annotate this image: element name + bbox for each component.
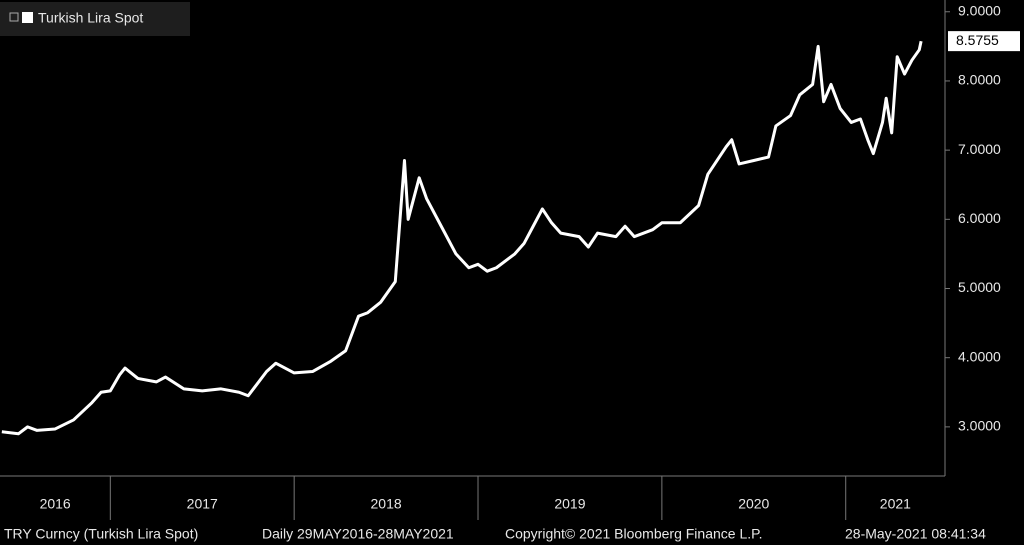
y-tick-label: 5.0000 (958, 279, 1001, 295)
y-tick-label: 8.0000 (958, 72, 1001, 88)
x-year-label: 2016 (40, 496, 71, 512)
last-value-label: 8.5755 (956, 32, 999, 48)
series-line (1, 40, 923, 436)
footer-text: Daily 29MAY2016-28MAY2021 (262, 526, 454, 542)
footer-text: TRY Curncy (Turkish Lira Spot) (4, 526, 198, 542)
y-tick-label: 6.0000 (958, 210, 1001, 226)
legend-swatch (22, 12, 33, 23)
y-tick-label: 9.0000 (958, 2, 1001, 18)
footer-text: 28-May-2021 08:41:34 (845, 526, 986, 542)
legend-label: Turkish Lira Spot (38, 10, 143, 26)
y-tick-label: 4.0000 (958, 348, 1001, 364)
x-year-label: 2020 (738, 496, 769, 512)
footer-text: Copyright© 2021 Bloomberg Finance L.P. (505, 526, 763, 542)
x-year-label: 2021 (880, 496, 911, 512)
legend-toggle[interactable] (9, 12, 19, 22)
last-value-box (948, 31, 1020, 52)
x-year-label: 2018 (371, 496, 402, 512)
x-year-label: 2019 (554, 496, 585, 512)
y-tick-label: 7.0000 (958, 141, 1001, 157)
x-year-label: 2017 (187, 496, 218, 512)
y-tick-label: 3.0000 (958, 418, 1001, 434)
